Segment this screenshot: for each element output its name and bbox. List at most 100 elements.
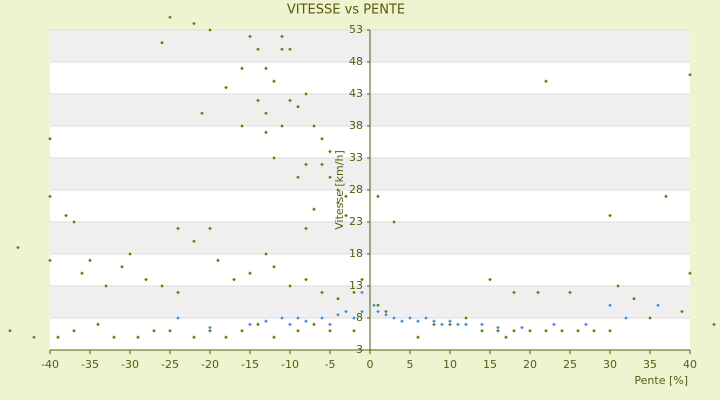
data-point [343, 213, 349, 218]
x-tick-label: -5 [325, 358, 336, 371]
x-tick-label: -10 [281, 358, 299, 371]
x-tick-label: 5 [407, 358, 414, 371]
data-point [191, 334, 197, 340]
data-point [607, 328, 613, 334]
data-point [479, 322, 485, 327]
data-point [303, 226, 309, 231]
data-point [351, 290, 357, 295]
data-point [623, 315, 629, 321]
data-point [327, 174, 333, 180]
data-point [247, 322, 253, 327]
y-tick-label: 43 [349, 87, 363, 100]
data-point [95, 322, 101, 327]
data-point [359, 290, 365, 295]
y-tick-label: 8 [356, 311, 363, 324]
y-tick-label: 18 [349, 247, 363, 260]
data-point [303, 91, 309, 97]
data-point [335, 296, 341, 302]
data-point [295, 315, 301, 321]
data-point [247, 34, 253, 39]
data-point [271, 264, 277, 270]
data-point [239, 328, 245, 334]
data-point [583, 322, 589, 327]
data-point [495, 325, 501, 330]
data-point [31, 334, 37, 340]
data-point [375, 309, 381, 314]
data-point [311, 206, 317, 212]
data-point [199, 110, 205, 116]
data-point [63, 213, 69, 218]
data-point [231, 277, 237, 282]
data-point [335, 312, 341, 318]
data-point [607, 302, 613, 308]
data-point [711, 322, 717, 327]
data-point [143, 277, 149, 282]
data-point [223, 85, 229, 90]
data-point [359, 309, 365, 314]
data-point [151, 328, 157, 334]
data-point [79, 270, 85, 276]
data-point [519, 325, 525, 330]
data-point [479, 328, 485, 334]
data-point [543, 328, 549, 334]
data-point [127, 251, 133, 257]
data-point [135, 334, 141, 340]
data-point [455, 322, 461, 327]
data-point [295, 174, 301, 180]
y-tick-label: 33 [349, 151, 363, 164]
data-point [239, 123, 245, 129]
data-point [287, 46, 293, 52]
x-tick-label: -20 [201, 358, 219, 371]
data-point [287, 98, 293, 103]
data-point [511, 328, 517, 334]
data-point [495, 328, 501, 334]
data-point [423, 315, 429, 321]
data-point [663, 194, 669, 199]
data-point [359, 277, 365, 282]
data-point [327, 328, 333, 334]
data-point [447, 322, 453, 327]
data-point [287, 322, 293, 327]
data-point [271, 155, 277, 161]
x-axis-label: Pente [%] [634, 374, 688, 387]
data-point [319, 290, 325, 295]
y-tick-label: 28 [349, 183, 363, 196]
data-point [399, 318, 405, 324]
data-point [279, 315, 285, 321]
data-point [535, 290, 541, 295]
data-point [207, 27, 213, 33]
data-point [335, 200, 341, 206]
data-point [263, 251, 269, 257]
data-point [279, 34, 285, 39]
y-tick-label: 38 [349, 119, 363, 132]
data-point [407, 315, 413, 321]
data-point [207, 325, 213, 330]
data-point [167, 328, 173, 334]
data-point [431, 322, 437, 327]
data-point [71, 219, 77, 225]
data-point [375, 302, 381, 308]
data-point [271, 334, 277, 340]
x-tick-label: 10 [443, 358, 457, 371]
data-point [335, 187, 341, 193]
data-point [47, 194, 53, 199]
data-point [263, 318, 269, 324]
data-point [207, 328, 213, 334]
x-tick-label: 30 [603, 358, 617, 371]
data-point [255, 98, 261, 103]
data-point [687, 72, 693, 78]
data-point [391, 315, 397, 321]
data-point [527, 328, 533, 334]
data-point [175, 290, 181, 295]
data-point [55, 334, 61, 340]
chart-title: VITESSE vs PENTE [287, 3, 405, 18]
data-point [319, 315, 325, 321]
data-point [303, 277, 309, 282]
x-tick-label: 20 [523, 358, 537, 371]
data-point [255, 46, 261, 52]
data-point [287, 283, 293, 289]
data-point [279, 123, 285, 129]
data-point [343, 194, 349, 199]
data-point [239, 66, 245, 71]
